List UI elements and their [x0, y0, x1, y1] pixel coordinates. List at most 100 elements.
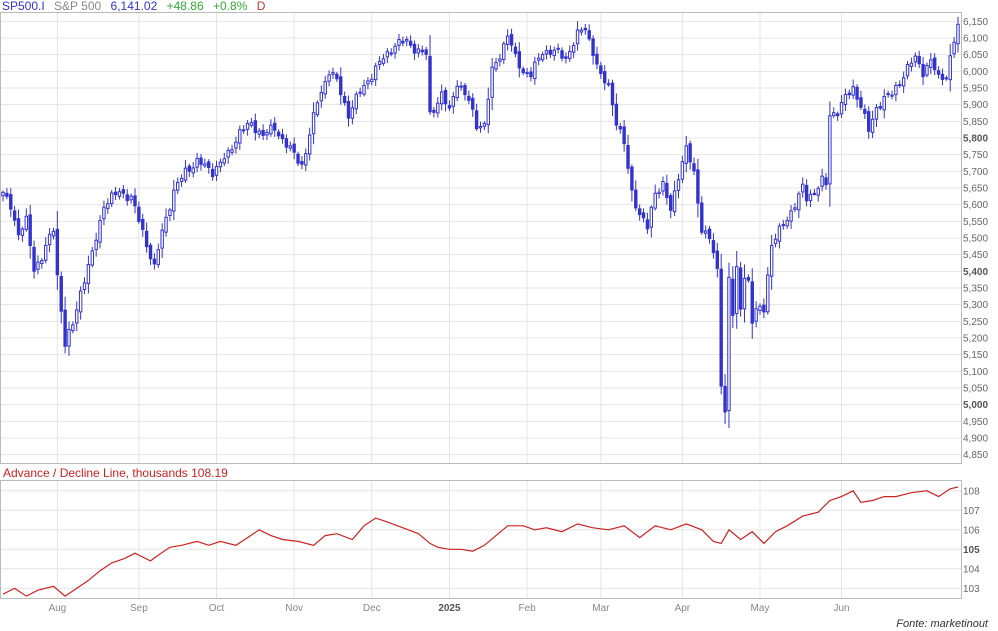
candle-body — [408, 40, 413, 46]
candle — [707, 225, 712, 244]
candle — [366, 77, 370, 90]
price-tick-label: 5,100 — [963, 367, 988, 378]
candle-body — [463, 85, 467, 96]
candle-body — [637, 208, 642, 216]
candle — [719, 253, 723, 395]
candle — [502, 41, 506, 65]
candle — [55, 211, 60, 290]
candle — [494, 57, 498, 72]
ad-grid — [1, 481, 961, 598]
date-tick-label: Oct — [209, 603, 225, 614]
symbol-label: SP500.I — [2, 0, 45, 13]
candle-body — [43, 244, 48, 261]
candle — [610, 79, 615, 116]
candle-body — [323, 81, 327, 95]
candle — [766, 267, 770, 315]
candle — [661, 176, 665, 196]
candle — [835, 111, 840, 121]
candle — [680, 155, 685, 184]
candle — [727, 262, 731, 429]
candle — [300, 156, 304, 170]
date-tick-label: Sep — [130, 603, 148, 614]
candle-body — [750, 281, 754, 324]
candle-body — [98, 220, 102, 243]
candle-body — [847, 92, 852, 96]
candle-body — [929, 59, 933, 68]
candle-body — [832, 112, 836, 117]
candle — [412, 40, 417, 60]
candle-body — [459, 85, 463, 88]
candle — [71, 321, 75, 334]
candle-body — [1, 191, 5, 197]
candle-body — [346, 101, 351, 119]
candle-body — [921, 63, 925, 78]
candle — [552, 46, 556, 61]
candle — [505, 29, 510, 51]
candle-body — [762, 304, 766, 313]
candle-body — [517, 51, 522, 69]
candle-body — [269, 124, 273, 135]
candle — [603, 65, 607, 91]
candle — [416, 43, 421, 58]
candle-body — [199, 157, 203, 165]
candle-body — [789, 210, 793, 222]
candle-body — [28, 214, 32, 246]
candle-body — [820, 175, 824, 187]
candle-body — [645, 219, 650, 230]
candle — [109, 189, 114, 208]
candle-body — [36, 261, 40, 270]
candle-body — [758, 305, 762, 312]
candle — [191, 162, 195, 178]
candle — [408, 35, 413, 48]
price-tick-label: 5,200 — [963, 334, 988, 345]
candle — [913, 52, 918, 68]
candle-body — [599, 65, 603, 75]
candle — [436, 97, 440, 118]
candle — [5, 188, 9, 200]
candle-body — [583, 27, 588, 31]
candle — [785, 216, 789, 229]
candle-body — [148, 244, 153, 260]
candle — [179, 174, 184, 187]
candle-body — [738, 267, 743, 310]
candle-body — [342, 95, 347, 104]
candle — [595, 46, 599, 70]
candle-body — [82, 282, 87, 290]
candle — [304, 148, 308, 171]
candle-body — [455, 85, 459, 99]
candle-body — [948, 55, 952, 81]
candle-body — [354, 93, 358, 110]
candle-body — [498, 58, 502, 62]
candle — [218, 158, 223, 173]
candle-body — [296, 153, 300, 164]
candle-body — [195, 157, 199, 168]
candle-body — [397, 39, 401, 46]
candle — [296, 151, 300, 167]
candle — [843, 88, 848, 111]
candle — [323, 75, 327, 99]
candle-body — [451, 95, 456, 107]
candle-body — [575, 29, 580, 45]
date-tick-label: 2025 — [438, 603, 461, 614]
candle — [401, 36, 405, 47]
candle — [241, 124, 246, 134]
price-tick-label: 6,100 — [963, 34, 988, 45]
candle — [389, 48, 393, 57]
candle — [24, 208, 28, 232]
candle — [855, 84, 859, 108]
candle — [820, 168, 824, 192]
price-tick-label: 5,850 — [963, 117, 988, 128]
candle-body — [331, 72, 335, 75]
candle-body — [412, 43, 417, 54]
price-tick-label: 5,050 — [963, 384, 988, 395]
candle-body — [203, 163, 207, 167]
candle — [439, 84, 444, 111]
candle-body — [707, 228, 712, 240]
ad-tick-label: 104 — [963, 564, 980, 575]
date-tick-label: Nov — [285, 603, 303, 614]
candle-body — [389, 52, 393, 55]
candle — [230, 144, 234, 156]
candle-body — [529, 71, 533, 78]
candle — [16, 209, 21, 241]
